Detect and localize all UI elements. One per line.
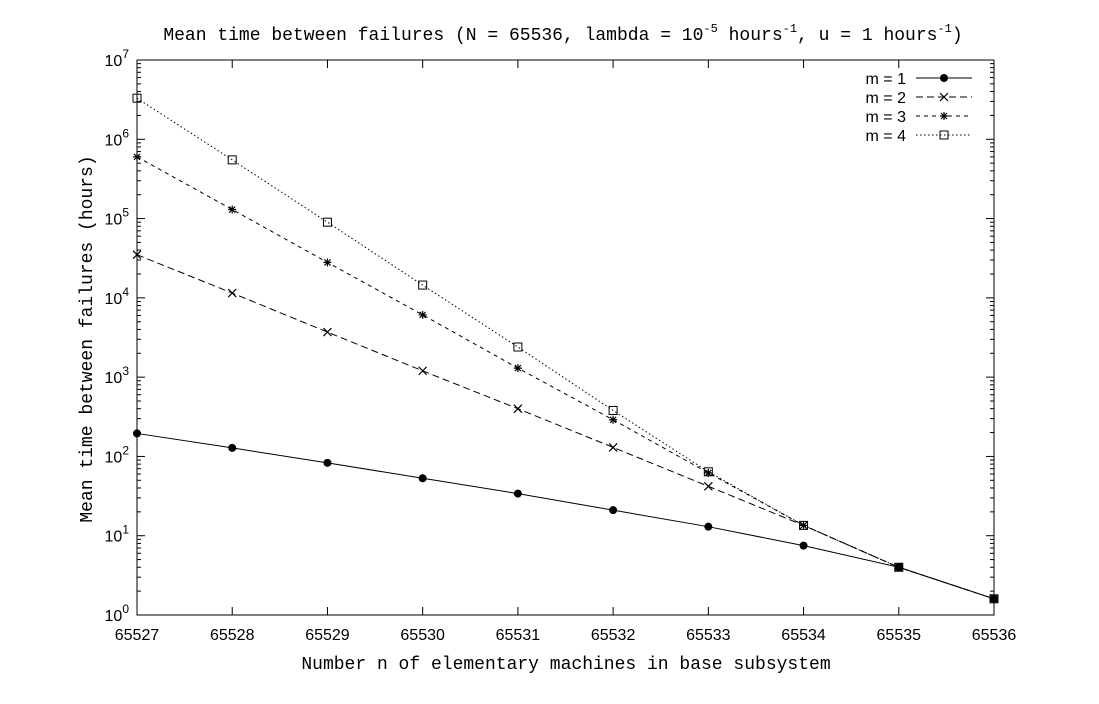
star-marker — [704, 468, 713, 477]
legend-label: m = 4 — [866, 128, 907, 145]
series-line — [136, 156, 995, 600]
circle-marker — [940, 74, 948, 82]
y-axis-label: Mean time between failures (hours) — [78, 155, 98, 522]
legend: m = 1 m = 2 m = 3 m = 4 — [866, 71, 972, 145]
star-marker — [799, 521, 808, 530]
plot-frame — [136, 59, 995, 616]
cross-marker — [608, 442, 618, 452]
y-tick-label: 101 — [105, 523, 130, 546]
series-4 — [132, 93, 999, 604]
star-marker — [418, 310, 427, 319]
y-tick-label: 106 — [105, 126, 130, 149]
cross-marker — [227, 288, 237, 298]
square-marker — [227, 155, 237, 165]
circle-marker — [513, 489, 522, 498]
square-marker — [939, 130, 949, 140]
chart-title: Mean time between failures (N = 65536, l… — [163, 22, 962, 46]
cross-marker — [418, 366, 428, 376]
star-marker — [228, 205, 237, 214]
square-marker — [703, 467, 713, 477]
star-marker — [894, 563, 903, 572]
y-tick-label: 100 — [105, 602, 130, 625]
star-marker — [133, 152, 141, 161]
square-marker — [989, 594, 999, 604]
square-marker — [513, 342, 523, 352]
star-marker — [940, 112, 948, 120]
square-marker — [894, 562, 904, 572]
circle-marker — [609, 506, 618, 515]
legend-label: m = 2 — [866, 90, 907, 107]
x-tick-label: 65535 — [877, 627, 922, 644]
y-tick-label: 103 — [105, 364, 130, 387]
circle-marker — [323, 458, 332, 467]
y-tick-label: 105 — [105, 206, 130, 229]
square-marker — [322, 217, 332, 227]
square-marker — [799, 520, 809, 530]
x-tick-label: 65531 — [496, 627, 541, 644]
star-marker — [609, 415, 618, 424]
x-axis-label: Number n of elementary machines in base … — [301, 655, 830, 675]
series-1 — [133, 429, 998, 603]
square-marker — [608, 405, 618, 415]
circle-marker — [799, 541, 808, 550]
cross-marker — [323, 327, 332, 337]
x-tick-label: 65534 — [781, 627, 826, 644]
circle-marker — [704, 522, 713, 531]
cross-marker — [132, 250, 142, 260]
star-marker — [323, 258, 332, 267]
x-tick-label: 65528 — [210, 627, 255, 644]
legend-label: m = 3 — [866, 109, 907, 126]
series-2 — [132, 250, 999, 604]
series-layer — [132, 93, 999, 604]
series-line — [136, 97, 995, 600]
series-line — [136, 254, 995, 600]
y-tick-label: 104 — [105, 285, 130, 308]
x-tick-label: 65532 — [591, 627, 636, 644]
square-marker — [418, 280, 428, 290]
star-marker — [513, 364, 522, 373]
legend-label: m = 1 — [866, 71, 907, 88]
x-tick-label: 65530 — [400, 627, 445, 644]
circle-marker — [133, 429, 141, 438]
cross-marker — [703, 481, 713, 491]
series-line — [136, 432, 995, 600]
y-tick-label: 102 — [105, 443, 130, 466]
circle-marker — [418, 474, 427, 483]
cross-marker — [939, 92, 949, 102]
x-tick-label: 65527 — [115, 627, 160, 644]
x-tick-label: 65536 — [972, 627, 1017, 644]
x-tick-label: 65533 — [686, 627, 731, 644]
y-tick-label: 107 — [105, 47, 130, 70]
cross-marker — [513, 404, 523, 414]
x-tick-label: 65529 — [305, 627, 350, 644]
series-3 — [133, 152, 998, 603]
square-marker — [132, 93, 142, 103]
plot-axes: 65527 65528 65529 65530 65531 65532 65533 65534… — [105, 47, 1017, 644]
circle-marker — [228, 443, 237, 452]
